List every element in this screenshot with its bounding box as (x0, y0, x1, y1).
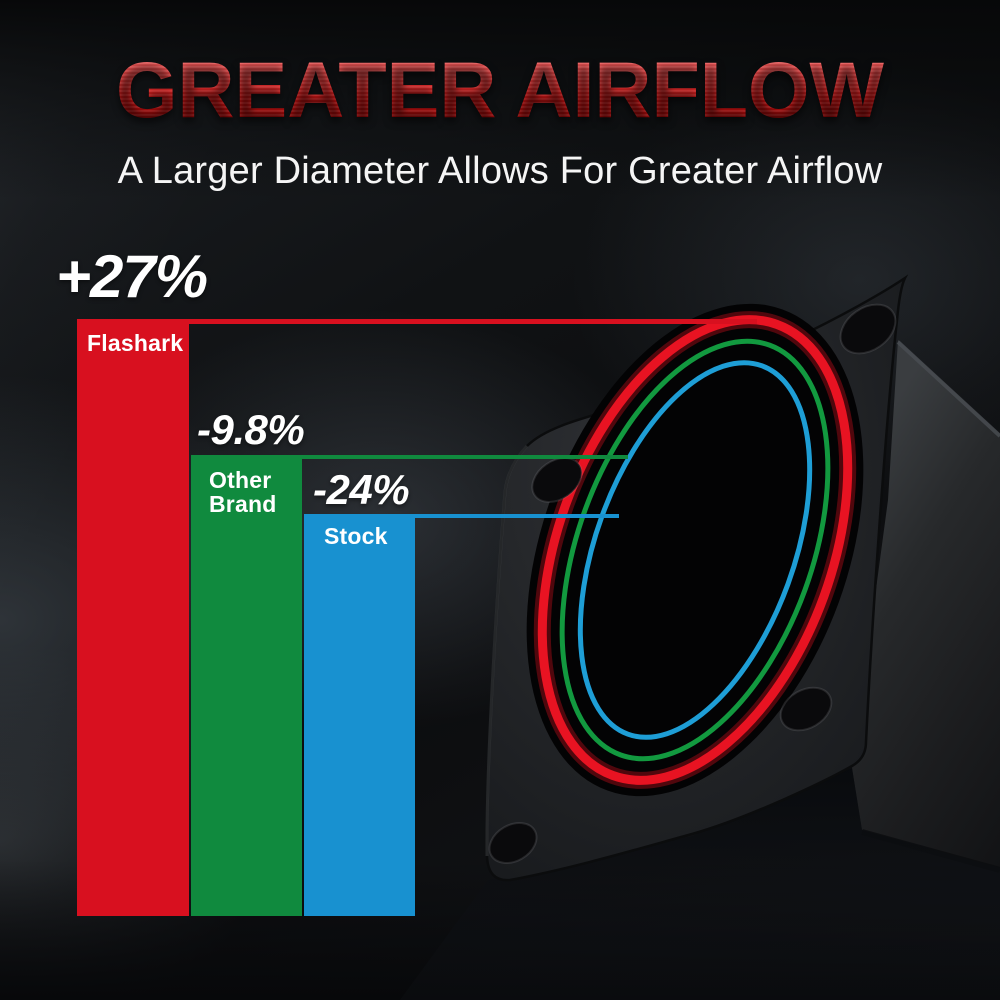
bore-opening (526, 303, 864, 797)
pipe-body (852, 340, 1000, 868)
bar-label-line: Flashark (87, 330, 184, 356)
value-label-stock: -24% (313, 466, 410, 513)
ring-flashark (537, 315, 853, 785)
bar-label-line: Other (209, 467, 272, 493)
bar-stock: Stock (304, 514, 415, 916)
bar-label-line: Brand (209, 491, 277, 517)
bar-other-brand: Other Brand (191, 455, 302, 916)
bar-label-line: Stock (324, 523, 388, 549)
bar-label-flashark: Flashark (87, 331, 183, 355)
page-title: GREATER AIRFLOW (0, 50, 1000, 129)
page-subtitle: A Larger Diameter Allows For Greater Air… (117, 150, 883, 192)
ring-other-brand (559, 338, 831, 762)
bar-label-stock: Stock (324, 524, 388, 548)
leader-line-flashark (77, 319, 757, 324)
bolt-hole-top-right (839, 303, 897, 355)
bolt-hole-bottom-left (488, 822, 538, 864)
flange-left-edge-highlight (485, 444, 529, 857)
value-label-flashark: +27% (56, 243, 208, 310)
leader-line-stock (304, 514, 619, 518)
bolt-hole-upper-left (531, 457, 583, 503)
leader-line-other-brand (191, 455, 628, 459)
bar-flashark: Flashark (77, 319, 189, 916)
value-label-other-brand: -9.8% (197, 406, 305, 453)
flange-shadow (400, 768, 1000, 1000)
bolt-hole-bottom-right (779, 686, 833, 732)
bar-label-other-brand: Other Brand (209, 468, 276, 516)
pipe-top-highlight (896, 340, 1000, 438)
